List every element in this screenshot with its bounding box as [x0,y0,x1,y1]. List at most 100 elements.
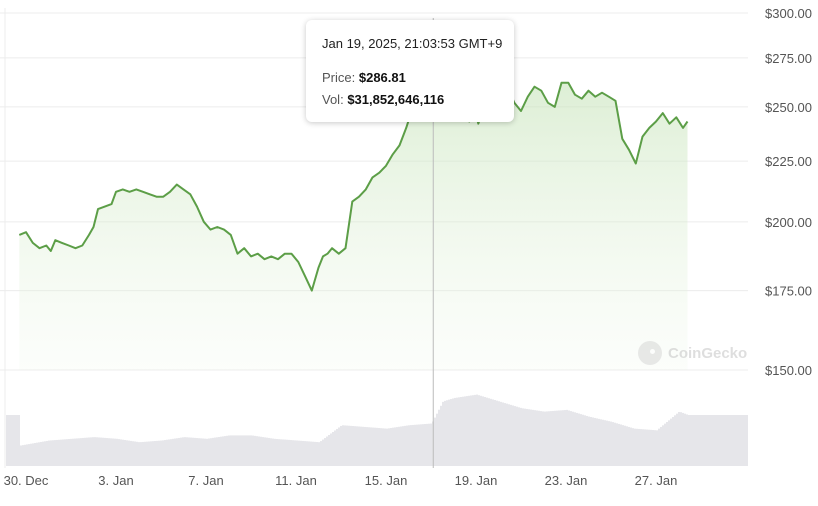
volume-bar [606,420,608,466]
volume-bar [536,410,538,466]
volume-bar [286,439,288,466]
volume-bar [24,444,26,466]
volume-bar [256,436,258,466]
volume-bar [212,437,214,466]
volume-bar [574,412,576,466]
volume-bar [652,429,654,466]
volume-bar [54,440,56,466]
volume-bar [376,427,378,466]
volume-bar [738,415,740,466]
volume-bar [100,437,102,466]
volume-bar [304,441,306,466]
volume-bar [454,397,456,466]
volume-bar [194,437,196,466]
volume-bar [602,419,604,466]
volume-bar [400,426,402,466]
y-axis-labels: $300.00 $275.00 $250.00 $225.00 $200.00 $175.… [765,6,812,378]
volume-bar [668,420,670,466]
volume-bar [106,438,108,466]
volume-bar [234,435,236,466]
volume-bar [460,397,462,466]
volume-bar [272,438,274,466]
volume-bar [76,438,78,466]
volume-bar [546,411,548,466]
volume-bar [406,425,408,466]
volume-bar [290,440,292,466]
volume-bar [64,439,66,466]
volume-bar [638,428,640,466]
volume-bar [650,429,652,466]
volume-bar [350,425,352,466]
volume-bar [80,438,82,466]
volume-bar [170,439,172,466]
volume-bar [214,437,216,466]
volume-bar [258,436,260,466]
volume-bar [578,413,580,466]
volume-bars [6,394,748,466]
volume-bar [478,395,480,466]
volume-bar [306,441,308,466]
volume-bar [22,445,24,466]
tooltip-volume-value: $31,852,646,116 [347,92,445,107]
volume-bar [702,415,704,466]
volume-bar [262,437,264,466]
volume-bar [72,438,74,466]
volume-bar [586,415,588,466]
volume-bar [656,430,658,466]
volume-bar [16,415,18,466]
volume-bar [720,415,722,466]
volume-bar [576,412,578,466]
volume-bar [308,441,310,466]
volume-bar [266,437,268,466]
volume-bar [714,415,716,466]
volume-bar [664,423,666,466]
y-tick-label: $150.00 [765,363,812,378]
volume-bar [218,436,220,466]
y-tick-label: $300.00 [765,6,812,21]
volume-bar [216,437,218,466]
volume-bar [300,440,302,466]
volume-bar [416,424,418,466]
volume-bar [516,406,518,466]
y-tick-label: $175.00 [765,284,812,299]
x-tick-label: 30. Dec [4,473,49,488]
volume-bar [644,429,646,466]
volume-bar [722,415,724,466]
volume-bar [618,423,620,466]
volume-bar [654,430,656,466]
volume-bar [166,439,168,466]
volume-bar [614,422,616,466]
volume-bar [176,438,178,466]
volume-bar [130,440,132,466]
volume-bar [154,441,156,466]
volume-bar [594,417,596,466]
volume-bar [410,425,412,466]
volume-bar [94,437,96,466]
volume-bar [202,438,204,466]
volume-bar [90,437,92,466]
volume-bar [206,438,208,466]
volume-bar [204,438,206,466]
volume-bar [696,415,698,466]
volume-bar [162,440,164,466]
volume-bar [82,437,84,466]
price-area [19,36,688,370]
y-tick-label: $275.00 [765,51,812,66]
volume-bar [42,441,44,466]
volume-bar [528,409,530,466]
volume-bar [708,415,710,466]
volume-bar [458,397,460,466]
volume-bar [86,437,88,466]
volume-bar [514,406,516,466]
volume-bar [292,440,294,466]
volume-bar [44,441,46,466]
x-tick-label: 19. Jan [455,473,498,488]
volume-bar [330,433,332,466]
coingecko-logo-icon [638,341,662,365]
volume-bar [296,440,298,466]
volume-bar [240,435,242,466]
volume-bar [96,437,98,466]
volume-bar [320,441,322,466]
volume-bar [310,441,312,466]
